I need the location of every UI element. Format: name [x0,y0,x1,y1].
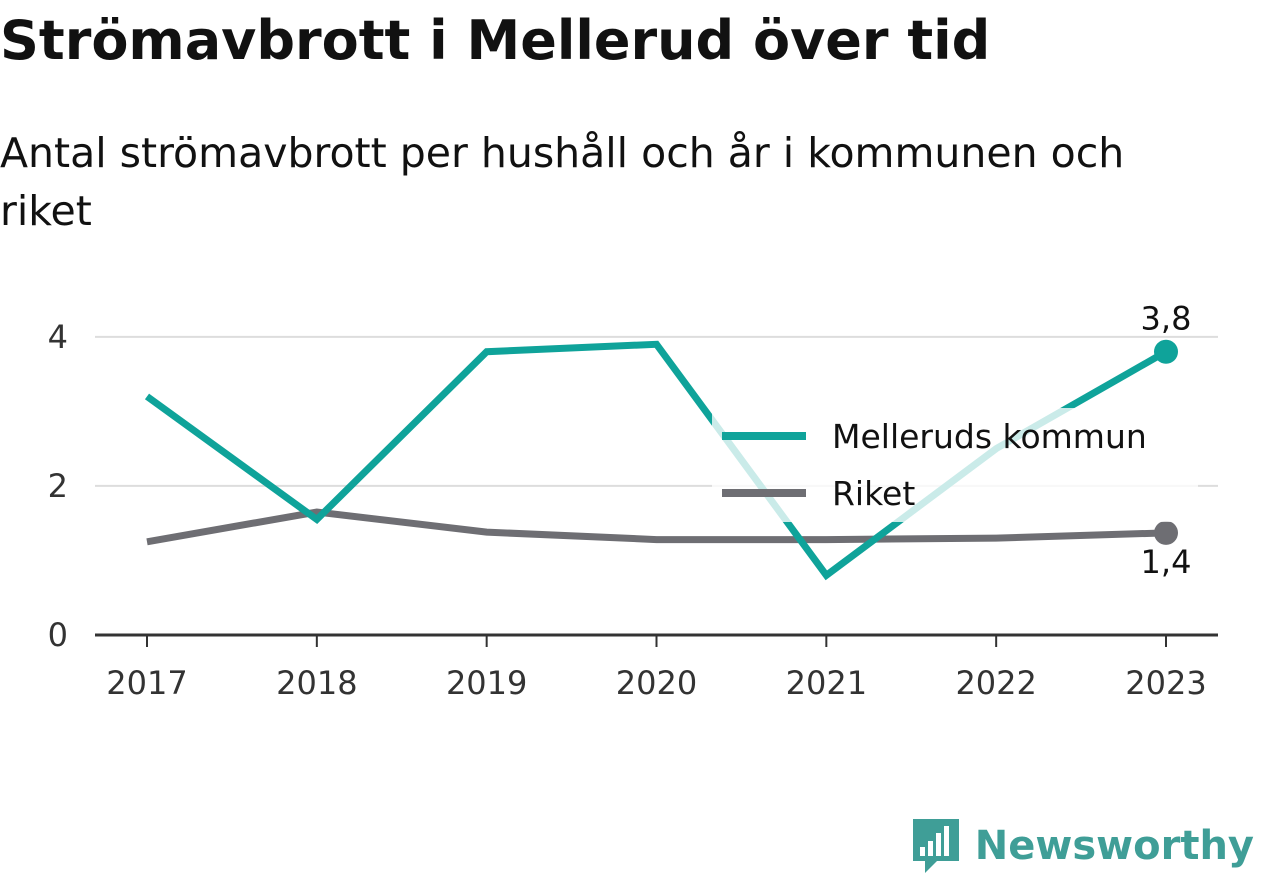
x-tick-label: 2017 [106,664,187,702]
legend-background [712,408,1198,522]
x-tick-label: 2018 [276,664,357,702]
y-axis: 0 2 4 [48,318,68,654]
legend-label: Riket [832,474,915,513]
y-tick-label: 4 [48,318,68,356]
x-tick-label: 2020 [616,664,697,702]
chart-title: Strömavbrott i Mellerud över tid [0,9,991,72]
x-tick-label: 2022 [955,664,1036,702]
x-tick-label: 2019 [446,664,527,702]
x-tick-labels: 2017 2018 2019 2020 2021 2022 2023 [106,664,1206,702]
x-axis [95,633,1218,647]
brand-name: Newsworthy [974,823,1254,869]
brand: Newsworthy [911,817,1254,875]
legend: Melleruds kommun Riket [712,408,1198,522]
legend-label: Melleruds kommun [832,417,1147,456]
x-tick-label: 2023 [1125,664,1206,702]
series-line [146,508,1167,546]
series-end-label: 3,8 [1141,300,1192,338]
newsworthy-logo-icon [912,819,959,873]
y-tick-label: 0 [48,616,68,654]
chart-subtitle: Antal strömavbrott per hushåll och år i … [0,129,1125,235]
x-tick-label: 2021 [786,664,867,702]
series-end-dot [1154,520,1178,545]
y-tick-label: 2 [48,467,68,505]
end-labels: 3,8 1,4 [1141,300,1192,581]
series-end-label: 1,4 [1141,543,1192,581]
series-end-dot [1154,339,1178,364]
